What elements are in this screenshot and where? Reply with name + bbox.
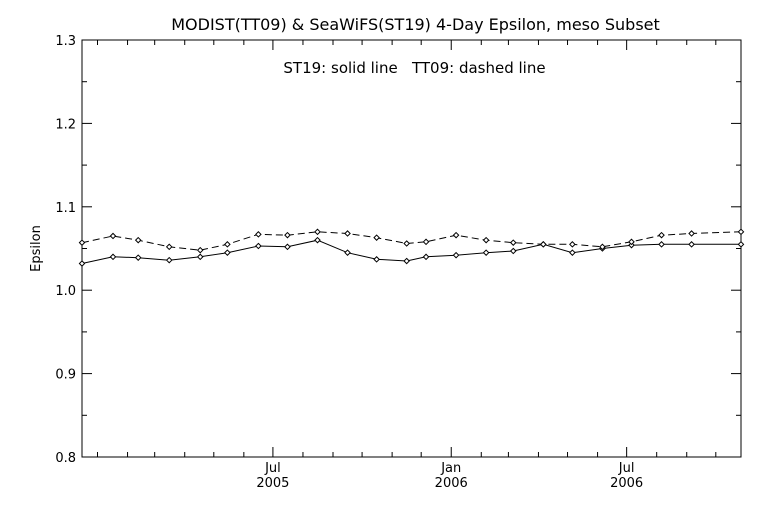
series-st19: [78, 236, 745, 267]
data-point-tt09: [134, 236, 142, 244]
data-point-st19: [509, 247, 517, 255]
y-tick-label: 0.9: [55, 368, 76, 383]
data-point-tt09: [109, 232, 117, 240]
series-group: [78, 228, 745, 267]
x-tick-label-year: 2005: [256, 476, 289, 491]
y-axis-ticks: 0.8 0.9 1.0 1.1 1.2 1.3: [55, 34, 741, 466]
data-point-tt09: [255, 231, 262, 238]
data-point-tt09: [658, 231, 665, 239]
y-tick-label: 1.0: [55, 284, 76, 299]
data-point-st19: [628, 241, 635, 249]
data-point-st19: [344, 249, 351, 256]
data-point-tt09: [539, 241, 547, 248]
x-tick-label-year: 2006: [610, 476, 643, 491]
data-point-st19: [165, 256, 173, 264]
data-point-tt09: [569, 241, 576, 248]
y-tick-label: 0.8: [55, 451, 76, 466]
data-point-st19: [284, 243, 291, 251]
series-line-st19: [81, 239, 741, 264]
series-tt09: [78, 228, 745, 254]
chart-title: MODIST(TT09) & SeaWiFS(ST19) 4-Day Epsil…: [171, 15, 660, 34]
data-point-tt09: [165, 243, 173, 251]
y-tick-label: 1.1: [55, 201, 76, 216]
data-point-tt09: [599, 243, 606, 251]
y-axis-label: Epsilon: [29, 225, 44, 272]
x-tick-label-year: 2006: [435, 476, 468, 491]
data-point-tt09: [344, 230, 351, 237]
data-point-st19: [134, 254, 142, 261]
data-point-tt09: [628, 238, 635, 246]
data-point-st19: [422, 253, 430, 261]
data-point-st19: [373, 256, 380, 263]
data-point-tt09: [403, 240, 410, 247]
data-point-st19: [482, 249, 490, 256]
line-style-annotation: ST19: solid line TT09: dashed line: [283, 59, 545, 77]
data-point-tt09: [196, 246, 204, 254]
series-line-tt09: [81, 231, 742, 251]
y-tick-label: 1.2: [55, 117, 76, 132]
data-point-tt09: [422, 238, 430, 246]
data-point-tt09: [284, 231, 291, 239]
y-tick-label: 1.3: [55, 34, 76, 49]
data-point-tt09: [482, 236, 490, 244]
data-point-st19: [688, 241, 695, 248]
data-point-tt09: [509, 239, 517, 246]
x-tick-label-month: Jul: [264, 461, 281, 476]
data-point-st19: [255, 242, 262, 250]
x-tick-label-month: Jan: [440, 461, 461, 476]
data-point-st19: [658, 241, 665, 248]
data-point-st19: [78, 260, 86, 267]
data-point-tt09: [314, 228, 321, 236]
data-point-st19: [314, 236, 321, 244]
data-point-tt09: [737, 228, 745, 236]
data-point-tt09: [224, 241, 231, 248]
data-point-st19: [196, 253, 204, 261]
data-point-st19: [109, 253, 117, 261]
data-point-st19: [403, 257, 410, 265]
data-point-st19: [452, 251, 460, 259]
x-minor-ticks: [97, 40, 717, 457]
x-tick-label-month: Jul: [618, 461, 635, 476]
data-point-st19: [737, 241, 745, 248]
data-point-tt09: [373, 234, 380, 241]
data-point-tt09: [688, 230, 695, 237]
data-point-tt09: [452, 231, 460, 239]
data-point-tt09: [78, 239, 86, 246]
data-point-st19: [224, 249, 231, 256]
data-point-st19: [569, 249, 576, 256]
